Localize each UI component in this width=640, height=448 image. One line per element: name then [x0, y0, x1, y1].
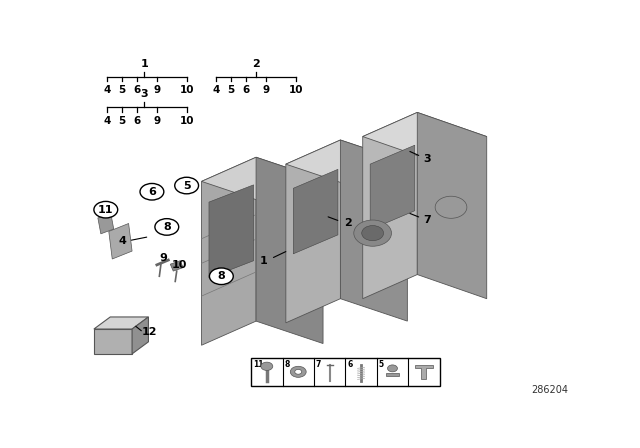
Circle shape	[354, 220, 392, 246]
Text: 11: 11	[253, 360, 264, 369]
Polygon shape	[417, 112, 486, 299]
Polygon shape	[286, 140, 408, 186]
Circle shape	[362, 225, 383, 241]
Text: 12: 12	[141, 327, 157, 337]
Circle shape	[155, 219, 179, 235]
Text: 4: 4	[104, 86, 111, 95]
Polygon shape	[94, 317, 148, 329]
Circle shape	[388, 365, 397, 372]
Bar	[251, 358, 440, 386]
Text: 10: 10	[289, 86, 303, 95]
Text: 8: 8	[163, 222, 171, 232]
Polygon shape	[170, 261, 183, 271]
Polygon shape	[293, 169, 338, 254]
Text: 9: 9	[154, 116, 161, 126]
Polygon shape	[286, 140, 340, 323]
Text: 9: 9	[154, 86, 161, 95]
Text: 9: 9	[159, 253, 167, 263]
Text: 7: 7	[316, 360, 321, 369]
Text: 8: 8	[218, 271, 225, 281]
Polygon shape	[370, 145, 415, 230]
Polygon shape	[109, 224, 132, 259]
Polygon shape	[202, 157, 323, 204]
Text: 1: 1	[141, 59, 148, 69]
Text: 7: 7	[423, 215, 431, 225]
Polygon shape	[202, 157, 256, 345]
Circle shape	[209, 268, 233, 284]
Polygon shape	[209, 185, 253, 278]
Polygon shape	[415, 365, 433, 379]
Text: 4: 4	[118, 236, 126, 246]
Polygon shape	[98, 213, 114, 234]
Text: 286204: 286204	[532, 384, 568, 395]
Text: 10: 10	[179, 86, 194, 95]
Text: 2: 2	[344, 219, 352, 228]
Polygon shape	[94, 329, 132, 354]
Text: 5: 5	[118, 116, 126, 126]
Text: 6: 6	[348, 360, 353, 369]
Text: 11: 11	[98, 205, 113, 215]
Circle shape	[261, 362, 273, 370]
Text: 5: 5	[183, 181, 191, 190]
Text: 3: 3	[141, 89, 148, 99]
Text: 8: 8	[285, 360, 290, 369]
Polygon shape	[132, 317, 148, 354]
Text: 10: 10	[172, 260, 187, 270]
Text: 9: 9	[262, 86, 269, 95]
Circle shape	[435, 196, 467, 218]
Text: 2: 2	[252, 59, 260, 69]
Circle shape	[295, 370, 301, 374]
Text: 4: 4	[212, 86, 220, 95]
Polygon shape	[340, 140, 408, 321]
Text: 5: 5	[118, 86, 126, 95]
Polygon shape	[256, 157, 323, 344]
Polygon shape	[363, 112, 417, 299]
Text: 4: 4	[104, 116, 111, 126]
Circle shape	[175, 177, 198, 194]
Text: 5: 5	[379, 360, 384, 369]
Text: 3: 3	[424, 154, 431, 164]
Text: 5: 5	[228, 86, 235, 95]
Text: 6: 6	[133, 86, 141, 95]
Circle shape	[140, 184, 164, 200]
Bar	[386, 372, 399, 376]
Circle shape	[291, 366, 306, 377]
Polygon shape	[363, 112, 486, 161]
Text: 10: 10	[179, 116, 194, 126]
Circle shape	[94, 202, 118, 218]
Text: 1: 1	[260, 256, 268, 266]
Text: 6: 6	[133, 116, 141, 126]
Text: 6: 6	[148, 187, 156, 197]
Text: 6: 6	[243, 86, 250, 95]
